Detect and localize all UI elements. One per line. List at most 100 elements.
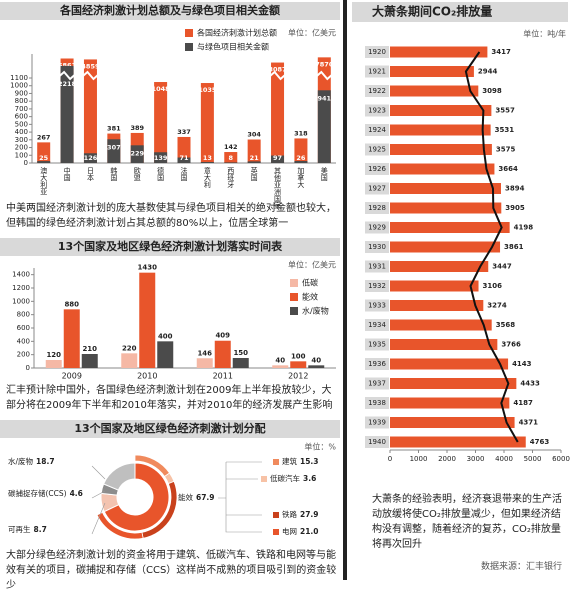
x-tick-label: 3000 xyxy=(467,455,485,463)
year-box xyxy=(365,260,389,273)
value-label: 1430 xyxy=(138,264,158,272)
value-label: 40 xyxy=(311,356,321,364)
value-label: 304 xyxy=(247,131,261,139)
bar xyxy=(390,417,515,428)
year-box xyxy=(365,299,389,312)
bar xyxy=(390,163,495,175)
legend-swatch xyxy=(273,512,279,518)
y-tick-label: 1928 xyxy=(368,204,386,212)
y-tick-label: 1100 xyxy=(10,74,28,82)
chart-title: 大萧条期间CO₂排放量 xyxy=(372,4,492,19)
y-tick-label: 500 xyxy=(15,120,28,128)
value-label: 3274 xyxy=(487,302,507,310)
value-label: 3087 xyxy=(268,66,286,74)
y-tick-label: 1924 xyxy=(368,126,386,134)
legend-label: 水/废物 xyxy=(302,306,329,316)
bar xyxy=(154,152,168,163)
axis-break xyxy=(316,70,333,81)
legend-swatch xyxy=(273,529,279,535)
legend-swatch xyxy=(185,43,193,51)
value-label: 21.0 xyxy=(300,527,319,536)
x-tick-label: 加拿大 xyxy=(297,166,305,189)
value-label: 13 xyxy=(203,154,212,162)
bar xyxy=(390,319,492,331)
y-tick-label: 1921 xyxy=(368,68,386,76)
breakdown-label: 铁路 27.9 xyxy=(282,509,319,519)
y-tick-label: 400 xyxy=(15,128,28,136)
year-box xyxy=(365,397,389,409)
value-label: 3106 xyxy=(483,282,503,290)
value-label: 26 xyxy=(296,154,306,162)
x-tick-label: 2009 xyxy=(62,372,82,381)
x-tick-label: 2010 xyxy=(137,372,157,381)
value-label: 71 xyxy=(179,154,189,162)
unit-label: 单位：吨/年 xyxy=(523,29,566,39)
bar xyxy=(37,142,51,163)
value-label: 3894 xyxy=(505,185,525,193)
y-tick-label: 1940 xyxy=(368,438,386,446)
x-tick-label: 西班牙 xyxy=(227,167,235,189)
year-box xyxy=(365,143,389,156)
value-label: 4187 xyxy=(513,399,533,407)
bar xyxy=(130,145,144,163)
bar xyxy=(390,397,510,409)
value-label: 229 xyxy=(130,149,144,157)
value-label: 5861 xyxy=(58,62,77,70)
bar xyxy=(271,62,285,164)
axis-break xyxy=(269,70,286,81)
value-label: 21 xyxy=(250,154,260,162)
y-tick-label: 1931 xyxy=(368,263,386,271)
y-tick-label: 1937 xyxy=(368,380,386,388)
value-label: 126 xyxy=(84,154,98,162)
year-box xyxy=(365,202,389,214)
x-tick-label: 意大利 xyxy=(203,166,211,188)
category-label: 碳捕捉存储(CCS) 4.6 xyxy=(8,488,83,498)
value-label: 97 xyxy=(273,154,282,162)
y-tick-label: 0 xyxy=(26,364,30,372)
value-label: 1048 xyxy=(152,85,171,93)
year-box xyxy=(365,358,389,370)
value-label: 3568 xyxy=(496,321,516,329)
caption: 大萧条的经验表明，经济衰退带来的生产活动放缓将使CO₂排放量减少，但如果经济结构… xyxy=(372,494,562,550)
breakdown-label: 低碳汽车 3.6 xyxy=(270,473,316,483)
bar xyxy=(232,358,249,368)
y-tick-label: 1934 xyxy=(368,321,386,329)
bar xyxy=(290,361,307,368)
y-tick-label: 1925 xyxy=(368,146,386,154)
legend-swatch xyxy=(290,279,298,287)
category-name: 水/废物 xyxy=(8,456,34,466)
caption: 中美两国经济刺激计划的庞大基数使其与绿色项目相关的绝对金额也较大，但韩国的绿色经… xyxy=(6,203,336,229)
bar xyxy=(294,138,308,163)
breakdown-name: 铁路 xyxy=(282,509,297,519)
x-tick-label: 美国 xyxy=(320,166,328,182)
x-tick-label: 6000 xyxy=(552,455,570,463)
y-tick-label: 1000 xyxy=(10,82,28,90)
title-band xyxy=(0,238,340,256)
value-label: 3766 xyxy=(501,341,521,349)
value-label: 3905 xyxy=(505,204,525,212)
chart-title: 13个国家及地区绿色经济刺激计划分配 xyxy=(74,421,265,435)
value-label: 941 xyxy=(318,94,332,102)
x-tick-label: 其他亚洲国家 xyxy=(274,167,282,209)
bar xyxy=(214,340,231,368)
bar xyxy=(45,360,62,368)
bar xyxy=(83,153,97,163)
y-tick-label: 1929 xyxy=(368,224,386,232)
value-label: 25 xyxy=(39,154,49,162)
value-label: 4859 xyxy=(81,62,100,70)
value-label: 210 xyxy=(82,345,97,353)
bar xyxy=(390,85,479,97)
bar xyxy=(271,155,285,163)
value-label: 3.6 xyxy=(303,474,316,483)
unit-label: 单位：% xyxy=(304,442,336,452)
bar xyxy=(390,358,509,370)
breakdown-name: 低碳汽车 xyxy=(270,473,300,483)
chart-title: 13个国家及地区绿色经济刺激计划落实时间表 xyxy=(58,239,283,253)
trend-line xyxy=(464,51,519,443)
title-band xyxy=(352,2,568,22)
y-tick-label: 400 xyxy=(17,337,30,345)
legend-label: 低碳 xyxy=(302,278,318,288)
value-label: 318 xyxy=(294,129,308,137)
legend-swatch xyxy=(290,307,298,315)
category-name: 能效 xyxy=(178,492,193,502)
